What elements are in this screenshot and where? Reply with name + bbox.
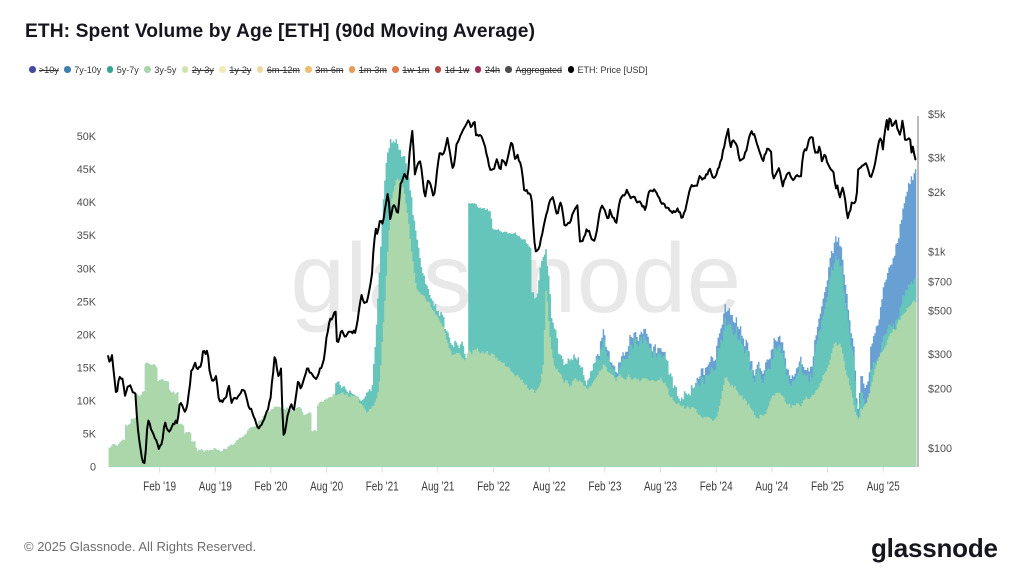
svg-text:$700: $700	[928, 277, 952, 289]
svg-text:$1k: $1k	[928, 246, 946, 258]
svg-text:Aug '19: Aug '19	[199, 479, 232, 494]
svg-text:$2k: $2k	[928, 187, 946, 199]
svg-text:30K: 30K	[77, 263, 97, 275]
svg-text:35K: 35K	[77, 230, 97, 242]
svg-text:Feb '21: Feb '21	[366, 479, 399, 494]
svg-text:Aug '22: Aug '22	[533, 479, 566, 494]
svg-text:20K: 20K	[77, 329, 97, 341]
svg-text:0: 0	[90, 462, 96, 474]
svg-text:40K: 40K	[77, 197, 97, 209]
svg-text:Feb '22: Feb '22	[477, 479, 510, 494]
svg-text:$5k: $5k	[928, 109, 946, 121]
svg-text:Feb '24: Feb '24	[700, 479, 733, 494]
svg-text:$3k: $3k	[928, 153, 946, 165]
svg-text:Aug '23: Aug '23	[644, 479, 677, 494]
svg-text:Aug '25: Aug '25	[867, 479, 900, 494]
svg-text:Aug '24: Aug '24	[755, 479, 788, 494]
svg-text:$500: $500	[928, 306, 952, 318]
svg-text:15K: 15K	[77, 362, 97, 374]
svg-text:Feb '25: Feb '25	[811, 479, 844, 494]
svg-text:5K: 5K	[83, 429, 97, 441]
svg-text:$300: $300	[928, 349, 952, 361]
svg-text:25K: 25K	[77, 296, 97, 308]
svg-text:50K: 50K	[77, 131, 97, 143]
svg-text:45K: 45K	[77, 164, 97, 176]
svg-text:$100: $100	[928, 443, 952, 455]
svg-text:Feb '20: Feb '20	[254, 479, 287, 494]
svg-text:Feb '19: Feb '19	[143, 479, 176, 494]
svg-text:Aug '20: Aug '20	[310, 479, 343, 494]
svg-text:10K: 10K	[77, 396, 97, 408]
svg-text:$200: $200	[928, 384, 952, 396]
svg-text:Aug '21: Aug '21	[421, 479, 454, 494]
svg-text:Feb '23: Feb '23	[588, 479, 621, 494]
